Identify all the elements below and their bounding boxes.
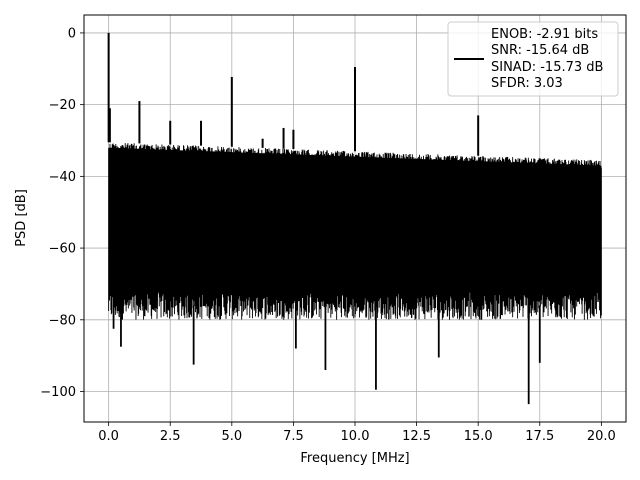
y-tick-label: −60 <box>49 242 76 257</box>
psd-noise-band <box>108 147 602 292</box>
x-tick-label: 5.0 <box>221 429 242 444</box>
legend: ENOB: -2.91 bits SNR: -15.64 dB SINAD: -… <box>447 21 619 97</box>
legend-entry: SNR: -15.64 dB <box>491 43 589 58</box>
x-tick-label: 17.5 <box>525 429 554 444</box>
y-tick-label: −40 <box>49 170 76 185</box>
y-axis-label: PSD [dB] <box>14 189 29 247</box>
y-tick-label: −100 <box>40 385 76 400</box>
y-tick-label: 0 <box>68 26 76 41</box>
x-tick-label: 7.5 <box>283 429 304 444</box>
legend-entry: SINAD: -15.73 dB <box>491 60 603 75</box>
x-tick-label: 0.0 <box>98 429 119 444</box>
x-tick-label: 10.0 <box>341 429 370 444</box>
ticks: 0.0 2.5 5.0 7.5 10.0 12.5 15.0 17.5 20.0 0 −20 −40 −… <box>40 26 616 444</box>
y-tick-label: −80 <box>49 313 76 328</box>
legend-entry: ENOB: -2.91 bits <box>491 27 598 42</box>
x-axis-label: Frequency [MHz] <box>300 451 409 466</box>
x-tick-label: 20.0 <box>587 429 616 444</box>
legend-entry: SFDR: 3.03 <box>491 76 563 91</box>
x-tick-label: 2.5 <box>160 429 181 444</box>
y-tick-label: −20 <box>49 98 76 113</box>
legend-box <box>447 21 619 97</box>
data-layer <box>107 32 602 405</box>
x-tick-label: 15.0 <box>464 429 493 444</box>
x-tick-label: 12.5 <box>402 429 431 444</box>
